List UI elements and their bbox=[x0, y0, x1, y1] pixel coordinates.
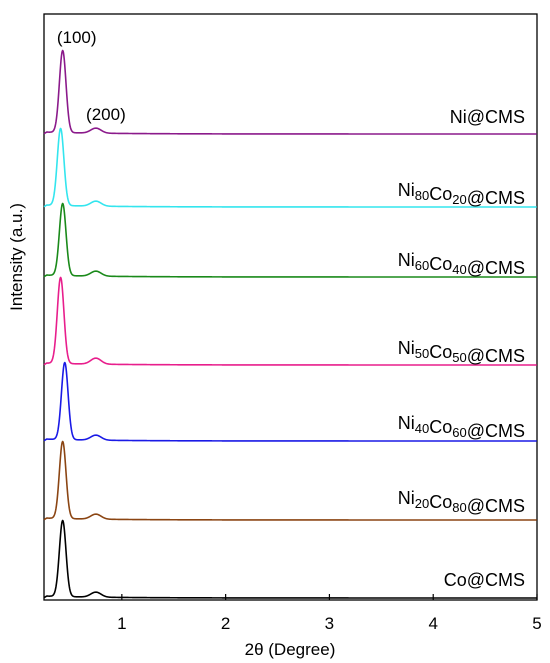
series-label-0: Ni@CMS bbox=[450, 107, 525, 127]
x-tick-label-1: 1 bbox=[117, 614, 126, 633]
series-label-3: Ni50Co50@CMS bbox=[398, 338, 525, 366]
x-axis-title: 2θ (Degree) bbox=[245, 640, 336, 659]
annotation-100: (100) bbox=[57, 28, 97, 47]
x-axis-ticks: 1 2 3 4 5 bbox=[117, 594, 542, 633]
series-label-5: Ni20Co80@CMS bbox=[398, 488, 525, 516]
x-tick-label-2: 2 bbox=[221, 614, 230, 633]
series-labels: Ni@CMS Ni80Co20@CMS Ni60Co40@CMS Ni50Co50@C… bbox=[398, 107, 525, 590]
series-line-5 bbox=[43, 440, 538, 521]
series-line-3 bbox=[43, 276, 538, 366]
series-label-1: Ni80Co20@CMS bbox=[398, 180, 525, 208]
x-tick-label-3: 3 bbox=[325, 614, 334, 633]
series-line-0 bbox=[43, 49, 538, 135]
series-label-2: Ni60Co40@CMS bbox=[398, 250, 525, 278]
x-tick-label-5: 5 bbox=[532, 614, 541, 633]
series-line-2 bbox=[43, 202, 538, 278]
series-label-6: Co@CMS bbox=[444, 570, 525, 590]
y-axis-title: Intensity (a.u.) bbox=[7, 203, 26, 311]
x-tick-label-4: 4 bbox=[428, 614, 437, 633]
series-line-4 bbox=[43, 361, 538, 442]
series-line-1 bbox=[43, 127, 538, 208]
plot-frame bbox=[43, 13, 538, 601]
annotation-200: (200) bbox=[86, 105, 126, 124]
series-curves bbox=[43, 49, 538, 599]
series-label-4: Ni40Co60@CMS bbox=[398, 413, 525, 441]
series-line-6 bbox=[43, 519, 538, 599]
